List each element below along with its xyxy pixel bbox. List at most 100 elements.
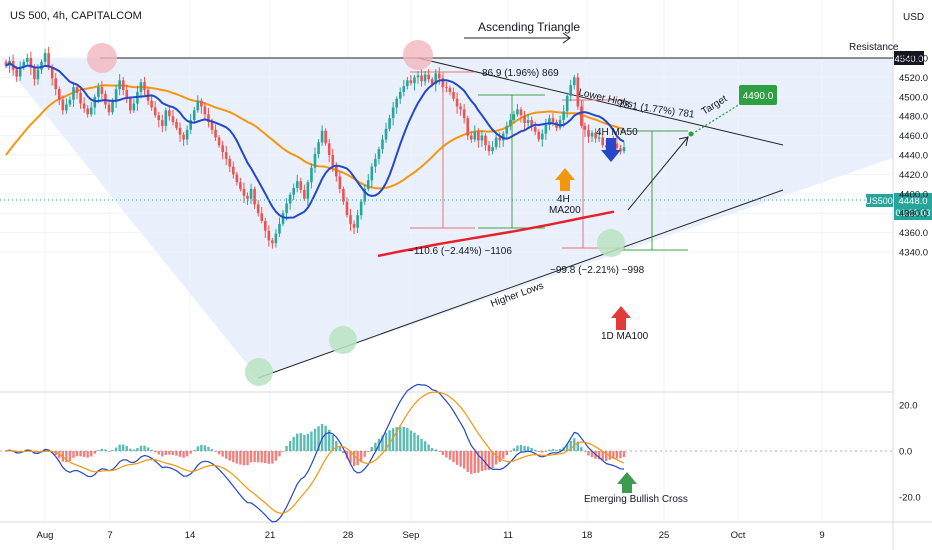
histogram-bar — [232, 451, 235, 463]
histogram-bar — [583, 451, 587, 452]
histogram-bar — [185, 451, 189, 457]
histogram-bar — [615, 451, 619, 459]
time-tick: Oct — [731, 530, 746, 541]
candle — [157, 115, 161, 121]
histogram-bar — [93, 451, 96, 454]
candle — [4, 61, 8, 66]
candle — [221, 145, 224, 153]
histogram-bar — [129, 448, 132, 451]
candle — [420, 75, 423, 82]
candle — [427, 74, 430, 80]
time-tick: 11 — [503, 530, 513, 541]
candle — [565, 95, 569, 112]
candle — [548, 118, 551, 125]
histogram-bar — [384, 432, 388, 451]
candle — [487, 145, 491, 152]
target-badge[interactable]: 4490.0 — [739, 85, 777, 105]
candle — [68, 99, 72, 105]
histogram-bar — [114, 447, 118, 451]
candle — [580, 106, 583, 126]
histogram-bar — [288, 441, 292, 451]
histogram-bar — [388, 430, 391, 451]
histogram-bar — [565, 444, 569, 451]
candle — [292, 187, 295, 195]
histogram-bar — [441, 451, 445, 455]
candle — [448, 88, 452, 92]
candle — [469, 135, 473, 140]
candle — [388, 118, 391, 129]
histogram-bar — [203, 445, 207, 451]
oscillator-tick: -20.0 — [899, 493, 921, 504]
candle — [338, 176, 342, 189]
candle — [498, 137, 501, 141]
candle — [86, 108, 89, 115]
candle — [15, 69, 18, 77]
histogram-bar — [395, 426, 398, 451]
last-price-badge: 4448.0 01:23:03 — [894, 193, 932, 220]
ma100-daily-line[interactable] — [377, 210, 615, 258]
candle — [299, 181, 303, 190]
histogram-bar — [466, 451, 469, 473]
histogram-bar — [551, 449, 555, 451]
candle — [114, 89, 118, 101]
candle — [182, 134, 185, 140]
histogram-bar — [264, 451, 267, 464]
price-tick: 4380.0 — [899, 209, 928, 220]
bullish-cross-label: Emerging Bullish Cross — [584, 494, 688, 505]
histogram-bar — [452, 451, 455, 463]
candle — [214, 129, 217, 138]
candle — [79, 92, 82, 104]
histogram-bar — [352, 451, 356, 467]
time-tick: 9 — [819, 530, 824, 541]
histogram-bar — [118, 444, 121, 451]
projection-arrow — [627, 136, 689, 211]
ma50-line[interactable] — [5, 62, 625, 219]
histogram-bar — [359, 451, 363, 462]
signal-line[interactable] — [5, 391, 625, 514]
time-axis[interactable]: Aug 7 14 21 28 Sep 11 18 25 Oct 9 — [37, 530, 825, 541]
candle — [359, 201, 363, 216]
candle — [22, 61, 26, 67]
lower-highs-trendline[interactable] — [417, 57, 784, 146]
candle — [406, 80, 409, 87]
candle — [537, 131, 541, 140]
candle — [242, 188, 246, 196]
histogram-bar — [573, 438, 576, 451]
candle — [416, 75, 420, 78]
candle — [207, 114, 210, 123]
candle — [256, 204, 260, 214]
histogram-bar — [217, 451, 221, 455]
target-point — [688, 131, 694, 137]
resistance-label: Resistance — [849, 42, 899, 53]
time-tick: 28 — [343, 530, 354, 541]
histogram-bar — [178, 451, 182, 457]
candle — [335, 165, 338, 177]
price-axis[interactable]: 4540.0 4520.0 4500.0 4480.0 4460.0 4440.0 4420… — [899, 54, 928, 259]
oscillator-axis[interactable]: 20.0 0.0 -20.0 — [899, 401, 921, 504]
price-tick: 4440.0 — [899, 151, 928, 162]
histogram-bar — [548, 449, 551, 451]
histogram-bar — [502, 451, 505, 459]
histogram-bar — [306, 433, 310, 451]
candle — [462, 109, 466, 119]
histogram-bar — [530, 447, 533, 451]
histogram-bar — [299, 433, 302, 451]
histogram-bar — [313, 428, 317, 451]
histogram-bar — [399, 426, 402, 451]
histogram-bar — [107, 451, 111, 452]
candle — [210, 122, 214, 130]
histogram-bar — [292, 436, 295, 451]
candle — [82, 103, 86, 109]
histogram-bar — [612, 451, 615, 459]
candle — [150, 100, 153, 108]
candle — [267, 230, 271, 241]
candle — [352, 223, 356, 228]
candle — [622, 147, 626, 152]
price-tick: 4360.0 — [899, 228, 928, 239]
candle — [349, 215, 352, 224]
price-tick: 4500.0 — [899, 92, 928, 103]
candle — [185, 129, 189, 140]
candle — [398, 91, 402, 99]
histogram-bar — [587, 451, 590, 456]
